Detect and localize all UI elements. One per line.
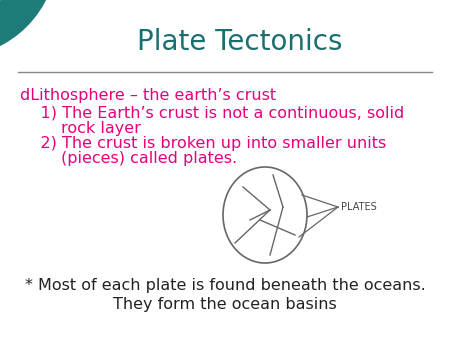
Circle shape [0, 0, 57, 57]
Text: PLATES: PLATES [341, 202, 377, 212]
Text: (pieces) called plates.: (pieces) called plates. [20, 151, 237, 166]
Text: Plate Tectonics: Plate Tectonics [137, 28, 343, 56]
Text: * Most of each plate is found beneath the oceans.: * Most of each plate is found beneath th… [25, 278, 425, 293]
Text: 1) The Earth’s crust is not a continuous, solid: 1) The Earth’s crust is not a continuous… [20, 106, 404, 121]
Text: 2) The crust is broken up into smaller units: 2) The crust is broken up into smaller u… [20, 136, 386, 151]
Text: dLithosphere – the earth’s crust: dLithosphere – the earth’s crust [20, 88, 276, 103]
Text: They form the ocean basins: They form the ocean basins [113, 297, 337, 312]
Text: rock layer: rock layer [20, 121, 141, 136]
Circle shape [0, 0, 20, 20]
